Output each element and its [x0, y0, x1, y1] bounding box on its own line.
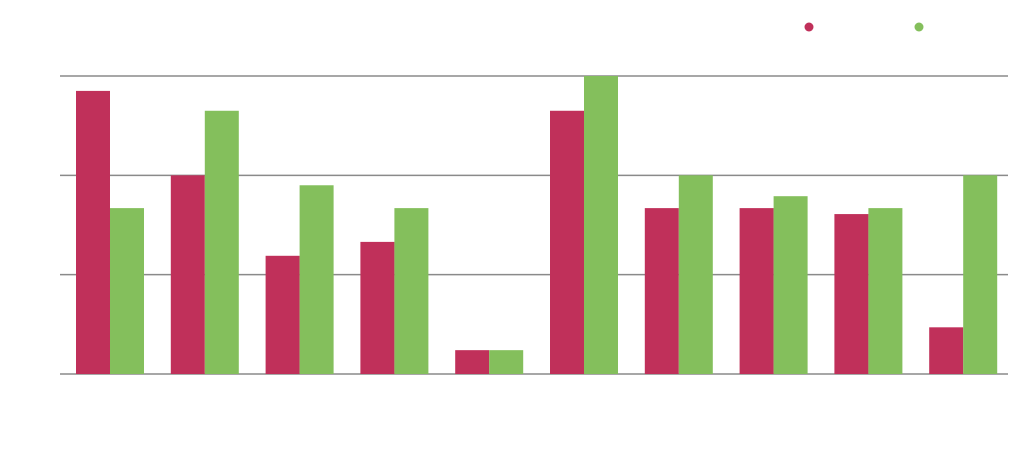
- bar: [584, 76, 618, 374]
- bar: [299, 185, 334, 374]
- bar: [678, 175, 713, 374]
- bar: [110, 208, 144, 374]
- bar: [834, 214, 869, 374]
- bar: [489, 350, 524, 374]
- legend-marker: [804, 22, 814, 32]
- legend-marker: [914, 22, 924, 32]
- bar: [644, 208, 679, 374]
- bar: [773, 196, 808, 374]
- bar: [170, 175, 205, 374]
- bar: [929, 327, 964, 374]
- bar: [394, 208, 429, 374]
- bar: [963, 175, 998, 374]
- bar: [360, 241, 395, 374]
- bar: [739, 208, 774, 374]
- bar: [868, 208, 903, 374]
- bar: [265, 255, 300, 374]
- bar: [455, 350, 490, 374]
- bar: [550, 110, 584, 375]
- bar: [76, 90, 110, 375]
- bar: [204, 110, 239, 375]
